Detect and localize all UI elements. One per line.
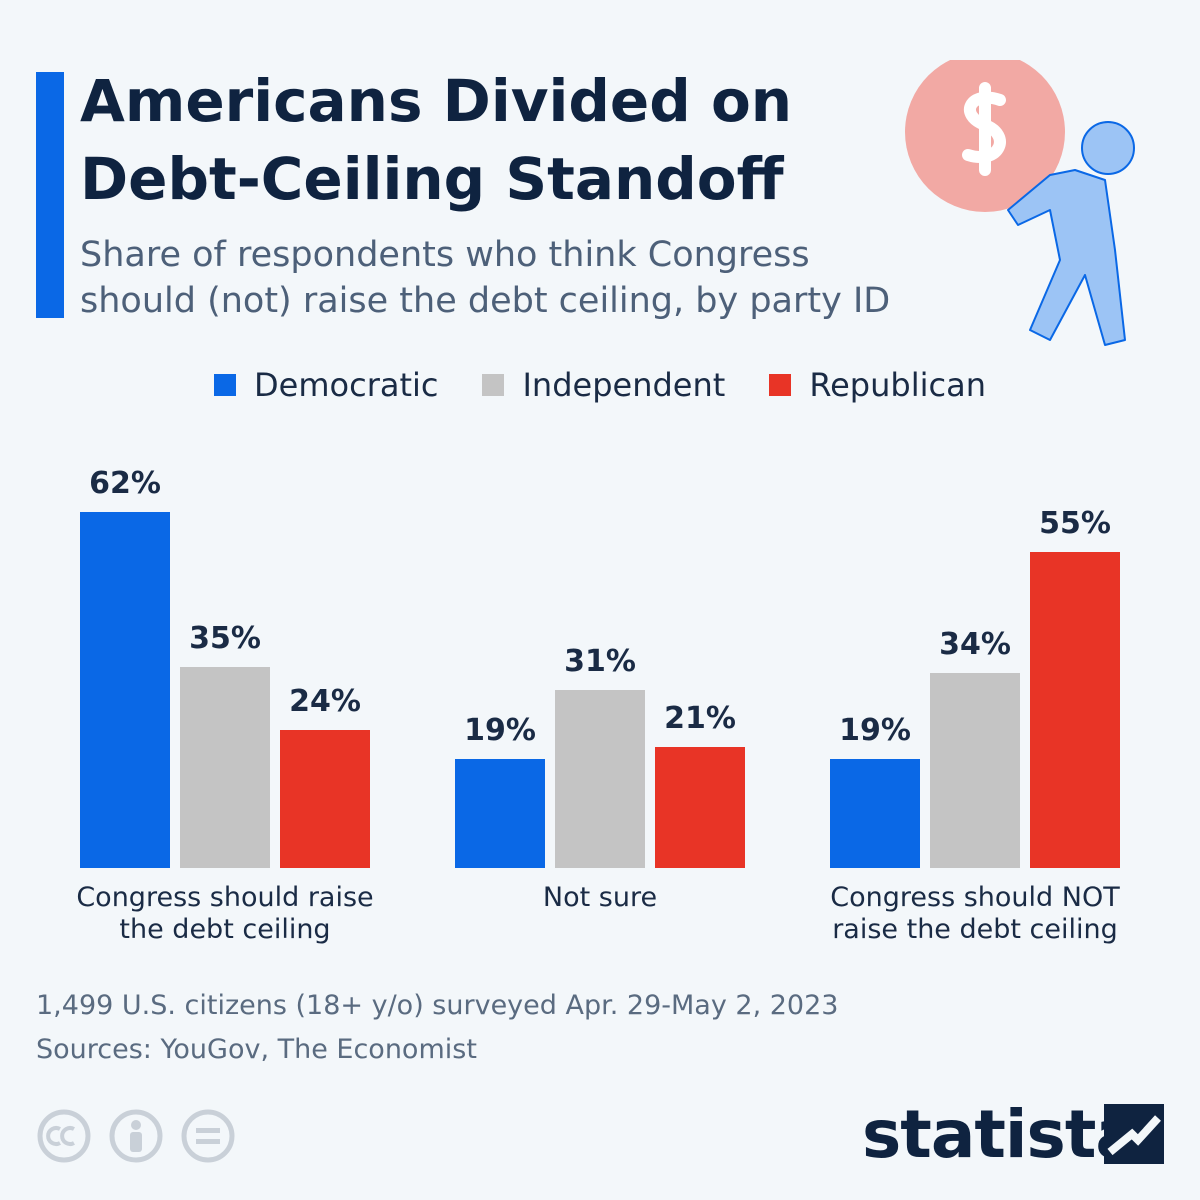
legend-swatch: [769, 374, 792, 396]
bar: [555, 690, 645, 868]
legend: Democratic Independent Republican: [0, 366, 1200, 404]
logo-mark: [1104, 1104, 1164, 1164]
legend-label: Republican: [809, 366, 986, 404]
chart-title: Americans Divided on Debt-Ceiling Stando…: [80, 67, 793, 213]
legend-swatch: [482, 374, 505, 396]
value-label: 19%: [839, 712, 911, 748]
legend-item: Independent: [482, 366, 725, 404]
category-label: Not sure: [542, 882, 658, 913]
value-label: 21%: [664, 701, 736, 737]
bar: [455, 758, 545, 868]
legend-item: Republican: [769, 366, 986, 404]
figure-head: [1081, 121, 1135, 175]
plot-area: 62% 35% 24% Congress should raise the debt …: [76, 466, 1120, 945]
footnote: 1,499 U.S. citizens (18+ y/o) surveyed A…: [36, 990, 839, 1021]
legend-item: Democratic: [214, 366, 438, 404]
category-label: Congress should raise the debt ceiling: [76, 882, 374, 945]
bar: [655, 747, 745, 868]
legend-swatch: [214, 374, 237, 396]
value-label: 24%: [289, 684, 361, 720]
chart-subtitle: Share of respondents who think Congress …: [80, 235, 891, 321]
value-label: 31%: [564, 644, 636, 680]
legend-label: Democratic: [254, 366, 439, 404]
bar: [930, 672, 1020, 868]
figure-body: [1007, 169, 1126, 346]
value-label: 35%: [189, 621, 261, 657]
value-label: 19%: [464, 712, 536, 748]
bar: [830, 758, 920, 868]
dollar-sign: [962, 82, 1006, 176]
bar: [180, 667, 270, 868]
accent-bar: [36, 72, 64, 318]
brand-logo: statista: [862, 1096, 1140, 1173]
source: Sources: YouGov, The Economist: [36, 1034, 477, 1065]
bar: [280, 730, 370, 868]
bar: [80, 512, 170, 868]
value-label: 62%: [89, 466, 161, 502]
bar: [1030, 552, 1120, 868]
illustration: [905, 60, 1135, 346]
legend-label: Independent: [522, 366, 726, 404]
value-label: 34%: [939, 626, 1011, 662]
value-label: 55%: [1039, 506, 1111, 542]
category-label: Congress should NOT raise the debt ceili…: [830, 882, 1120, 945]
license-icons: [37, 1109, 235, 1163]
